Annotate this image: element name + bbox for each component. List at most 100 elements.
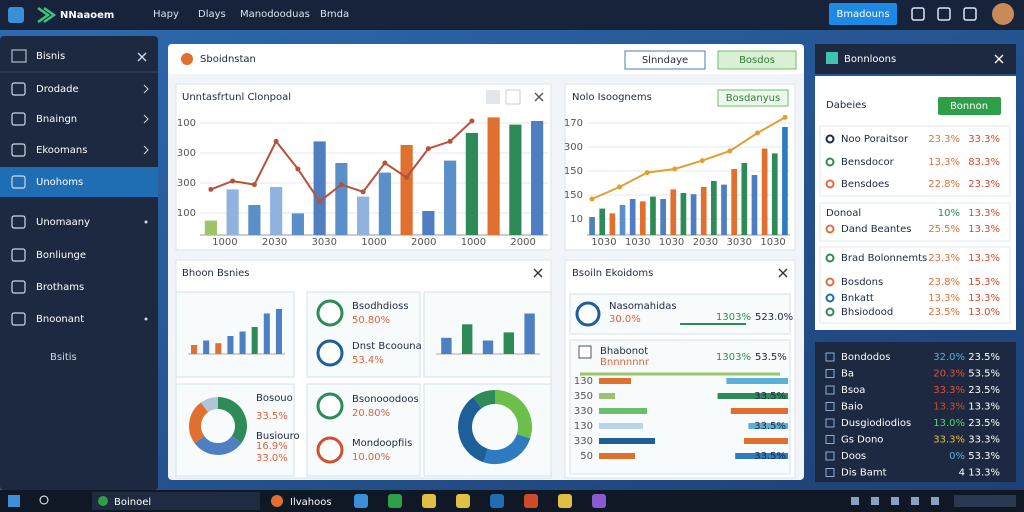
row-value: 13.3% xyxy=(928,157,960,168)
x-label: 2000 xyxy=(411,237,436,248)
sidebar-item[interactable]: Ekoomans xyxy=(36,145,87,156)
sidebar-item[interactable]: Bnoonant xyxy=(36,314,84,325)
line-point xyxy=(425,146,431,152)
top-button[interactable] xyxy=(829,3,897,25)
dark-list xyxy=(815,342,1016,482)
task-label[interactable]: Ilvahoos xyxy=(290,497,332,508)
button[interactable] xyxy=(938,97,1001,115)
search-icon[interactable] xyxy=(39,495,49,505)
sidebar-item[interactable]: Bnaingn xyxy=(36,114,77,125)
list-label: Gs Dono xyxy=(841,435,883,446)
task-icon[interactable] xyxy=(388,494,402,508)
sidebar-item[interactable]: Brothams xyxy=(36,282,84,293)
stat-label: Bsonooodoos xyxy=(352,394,419,405)
active-item xyxy=(0,167,158,197)
button[interactable] xyxy=(624,50,706,70)
sidebar-item[interactable]: Unomaany xyxy=(36,217,90,228)
donut-segment xyxy=(194,435,242,455)
row-sub: 30.0% xyxy=(609,314,641,325)
line-point xyxy=(727,148,733,154)
card-tool[interactable] xyxy=(505,89,521,105)
bar xyxy=(771,153,778,235)
sidebar-item[interactable]: Unohoms xyxy=(36,177,83,188)
task-label[interactable]: Boinoel xyxy=(114,497,151,508)
donut-segment xyxy=(217,397,247,444)
menu-item[interactable]: Manodooduas xyxy=(240,9,310,20)
task-icon[interactable] xyxy=(490,494,504,508)
stat-value: 20.80% xyxy=(352,408,390,419)
more-dot xyxy=(144,317,148,321)
start-button[interactable] xyxy=(8,495,20,507)
task-icon[interactable] xyxy=(524,494,538,508)
bar xyxy=(700,187,707,235)
task-icon[interactable] xyxy=(354,494,368,508)
hbar xyxy=(717,393,788,399)
item-icon xyxy=(11,143,26,157)
chevron xyxy=(143,145,149,155)
row-sub: Bnnnnnnr xyxy=(600,357,650,368)
button-label[interactable]: Bmadouns xyxy=(836,9,889,20)
row-label: Noo Poraitsor xyxy=(841,134,909,145)
button-label[interactable]: Bosdos xyxy=(739,55,775,66)
stat-label: Bsodhdioss xyxy=(352,301,409,312)
list-label: Bondodos xyxy=(841,352,890,363)
menu-item[interactable]: Bmda xyxy=(320,9,349,20)
button-label[interactable]: Bosdanyus xyxy=(726,93,780,104)
list-icon xyxy=(825,451,835,461)
sidebar-item[interactable]: Bonliunge xyxy=(36,250,86,261)
bar xyxy=(275,309,282,354)
sidebar-item[interactable]: Drodade xyxy=(36,84,79,95)
task-icon[interactable] xyxy=(271,495,283,507)
list-value: 4 xyxy=(959,468,965,479)
row-value: 23.3% xyxy=(928,134,960,145)
avatar[interactable] xyxy=(992,3,1014,25)
bar xyxy=(531,121,544,235)
task-icon[interactable] xyxy=(422,494,436,508)
top-icon[interactable] xyxy=(911,7,925,21)
row-value: 83.3% xyxy=(968,157,1000,168)
button-label[interactable]: Slnndaye xyxy=(642,55,688,66)
x-label: 1030 xyxy=(625,237,650,248)
line-point xyxy=(338,182,344,188)
donut-segment xyxy=(494,390,532,439)
hbar xyxy=(599,378,631,384)
close-icon[interactable] xyxy=(994,54,1004,64)
task-icon[interactable] xyxy=(558,494,572,508)
button[interactable] xyxy=(717,89,789,107)
close-icon[interactable] xyxy=(534,92,544,102)
list-icon xyxy=(825,418,835,428)
row-value: 15.3% xyxy=(968,277,1000,288)
top-icon[interactable] xyxy=(963,7,977,21)
list-value: 33.3% xyxy=(933,435,965,446)
y-label: 300 xyxy=(177,178,196,189)
close-icon[interactable] xyxy=(137,52,147,62)
row-value: 13.0% xyxy=(968,307,1000,318)
clock xyxy=(954,495,1016,507)
tray-icon xyxy=(931,497,939,505)
card-title: Nolo Isoognems xyxy=(572,92,652,103)
task-item[interactable] xyxy=(92,492,260,510)
bar xyxy=(215,343,222,354)
close-icon[interactable] xyxy=(778,268,788,278)
close-icon[interactable] xyxy=(533,268,543,278)
item-icon xyxy=(11,112,26,126)
y-label: 300 xyxy=(564,142,583,153)
task-icon[interactable] xyxy=(456,494,470,508)
task-icon[interactable] xyxy=(592,494,606,508)
card-tool[interactable] xyxy=(486,90,500,104)
line-point xyxy=(754,130,760,136)
list-icon xyxy=(825,402,835,411)
row-dot xyxy=(825,157,835,167)
line-point xyxy=(360,189,366,195)
top-icon[interactable] xyxy=(937,7,951,21)
button-label[interactable]: Bonnon xyxy=(950,101,988,112)
menu-item[interactable]: Dlays xyxy=(198,9,226,20)
bar xyxy=(524,313,535,354)
menu-item[interactable]: Hapy xyxy=(153,9,179,20)
hbar xyxy=(599,453,635,459)
sub-card xyxy=(569,339,791,475)
button[interactable] xyxy=(717,50,797,70)
list-icon xyxy=(825,435,835,444)
